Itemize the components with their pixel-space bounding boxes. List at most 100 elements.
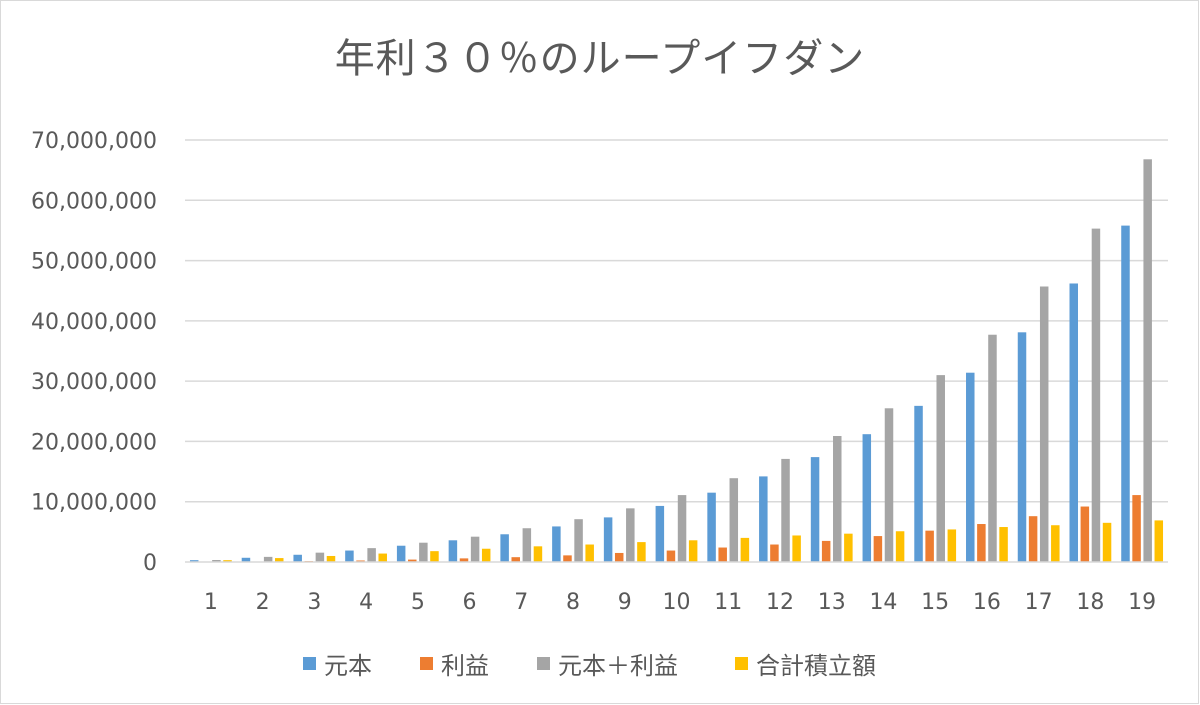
bar <box>263 556 273 562</box>
chart-title: 年利３０％のループイフダン <box>335 36 866 82</box>
legend-label: 元本＋利益 <box>558 652 678 680</box>
bar <box>275 558 284 562</box>
bar <box>914 405 923 562</box>
bars <box>189 159 1164 562</box>
y-tick-label: 40,000,000 <box>31 310 157 335</box>
bar <box>241 557 251 562</box>
bar <box>810 457 820 562</box>
y-tick-label: 10,000,000 <box>31 491 157 516</box>
x-tick-label: 12 <box>766 590 794 615</box>
bar <box>408 559 417 562</box>
bar <box>781 458 790 562</box>
bar <box>326 555 336 562</box>
x-tick-label: 9 <box>618 590 632 615</box>
x-tick-label: 1 <box>204 590 218 615</box>
bar <box>1051 525 1060 562</box>
x-tick-label: 2 <box>256 590 270 615</box>
legend-swatch <box>420 657 433 670</box>
y-tick-label: 20,000,000 <box>31 430 157 455</box>
y-tick-label: 70,000,000 <box>31 129 157 154</box>
bar <box>345 550 354 562</box>
bar <box>688 540 698 562</box>
bar <box>677 495 687 562</box>
bar <box>626 508 635 562</box>
legend-label: 合計積立額 <box>756 652 876 680</box>
x-tick-label: 13 <box>818 590 846 615</box>
bar <box>740 537 750 562</box>
bar <box>212 560 221 562</box>
bar <box>1091 228 1101 562</box>
bar <box>533 546 543 562</box>
bar <box>470 536 480 562</box>
bar <box>666 550 676 562</box>
bar <box>448 540 458 562</box>
bar <box>947 529 957 562</box>
bar <box>792 535 801 562</box>
bar <box>637 542 646 562</box>
x-tick-label: 18 <box>1076 590 1104 615</box>
bar <box>655 505 665 562</box>
bar <box>1143 159 1152 562</box>
bar <box>419 542 428 562</box>
bar <box>430 551 439 562</box>
x-tick-label: 6 <box>463 590 477 615</box>
bar <box>844 533 853 562</box>
bar <box>895 531 905 562</box>
x-tick-label: 8 <box>566 590 580 615</box>
bar <box>1069 283 1078 562</box>
legend-swatch <box>537 657 550 670</box>
bar <box>718 547 727 562</box>
bar <box>223 560 232 562</box>
bar <box>189 560 199 562</box>
legend-label: 利益 <box>441 652 489 680</box>
bar <box>833 436 842 562</box>
y-tick-label: 60,000,000 <box>31 189 157 214</box>
bar <box>315 552 325 562</box>
x-tick-label: 5 <box>411 590 425 615</box>
y-tick-label: 0 <box>143 551 157 576</box>
bar <box>293 554 302 562</box>
bar <box>873 536 883 562</box>
bar <box>1154 520 1164 562</box>
y-axis-ticks: 0 10,000,000 20,000,000 30,000,000 40,000,00… <box>31 129 157 576</box>
bar <box>367 548 376 562</box>
legend-swatch <box>735 657 748 670</box>
bar <box>500 534 509 562</box>
legend: 元本 利益 元本＋利益 合計積立額 <box>303 652 876 680</box>
bar <box>603 517 613 562</box>
bar <box>1039 286 1049 562</box>
x-tick-label: 10 <box>663 590 691 615</box>
y-tick-label: 30,000,000 <box>31 370 157 395</box>
bar <box>862 434 872 562</box>
bar <box>1080 506 1090 562</box>
bar <box>552 526 561 562</box>
bar <box>1121 225 1130 562</box>
bar <box>356 560 365 562</box>
bar <box>936 375 945 562</box>
bar <box>585 544 594 562</box>
bar <box>574 519 583 562</box>
bar <box>1017 332 1027 562</box>
legend-swatch <box>303 657 316 670</box>
bar <box>821 540 831 562</box>
bar <box>378 553 387 562</box>
bar <box>977 524 986 562</box>
x-tick-label: 4 <box>359 590 373 615</box>
bar <box>396 545 406 562</box>
bar <box>925 530 934 562</box>
y-tick-label: 50,000,000 <box>31 250 157 275</box>
bar <box>988 334 997 562</box>
bar <box>759 476 768 562</box>
x-tick-label: 3 <box>307 590 321 615</box>
x-tick-label: 11 <box>714 590 742 615</box>
x-tick-label: 19 <box>1128 590 1156 615</box>
bar <box>729 478 739 562</box>
bar <box>1102 522 1112 562</box>
bar <box>966 372 975 562</box>
bar <box>707 492 716 562</box>
bar <box>614 552 624 562</box>
bar <box>999 527 1008 562</box>
bar <box>770 544 779 562</box>
